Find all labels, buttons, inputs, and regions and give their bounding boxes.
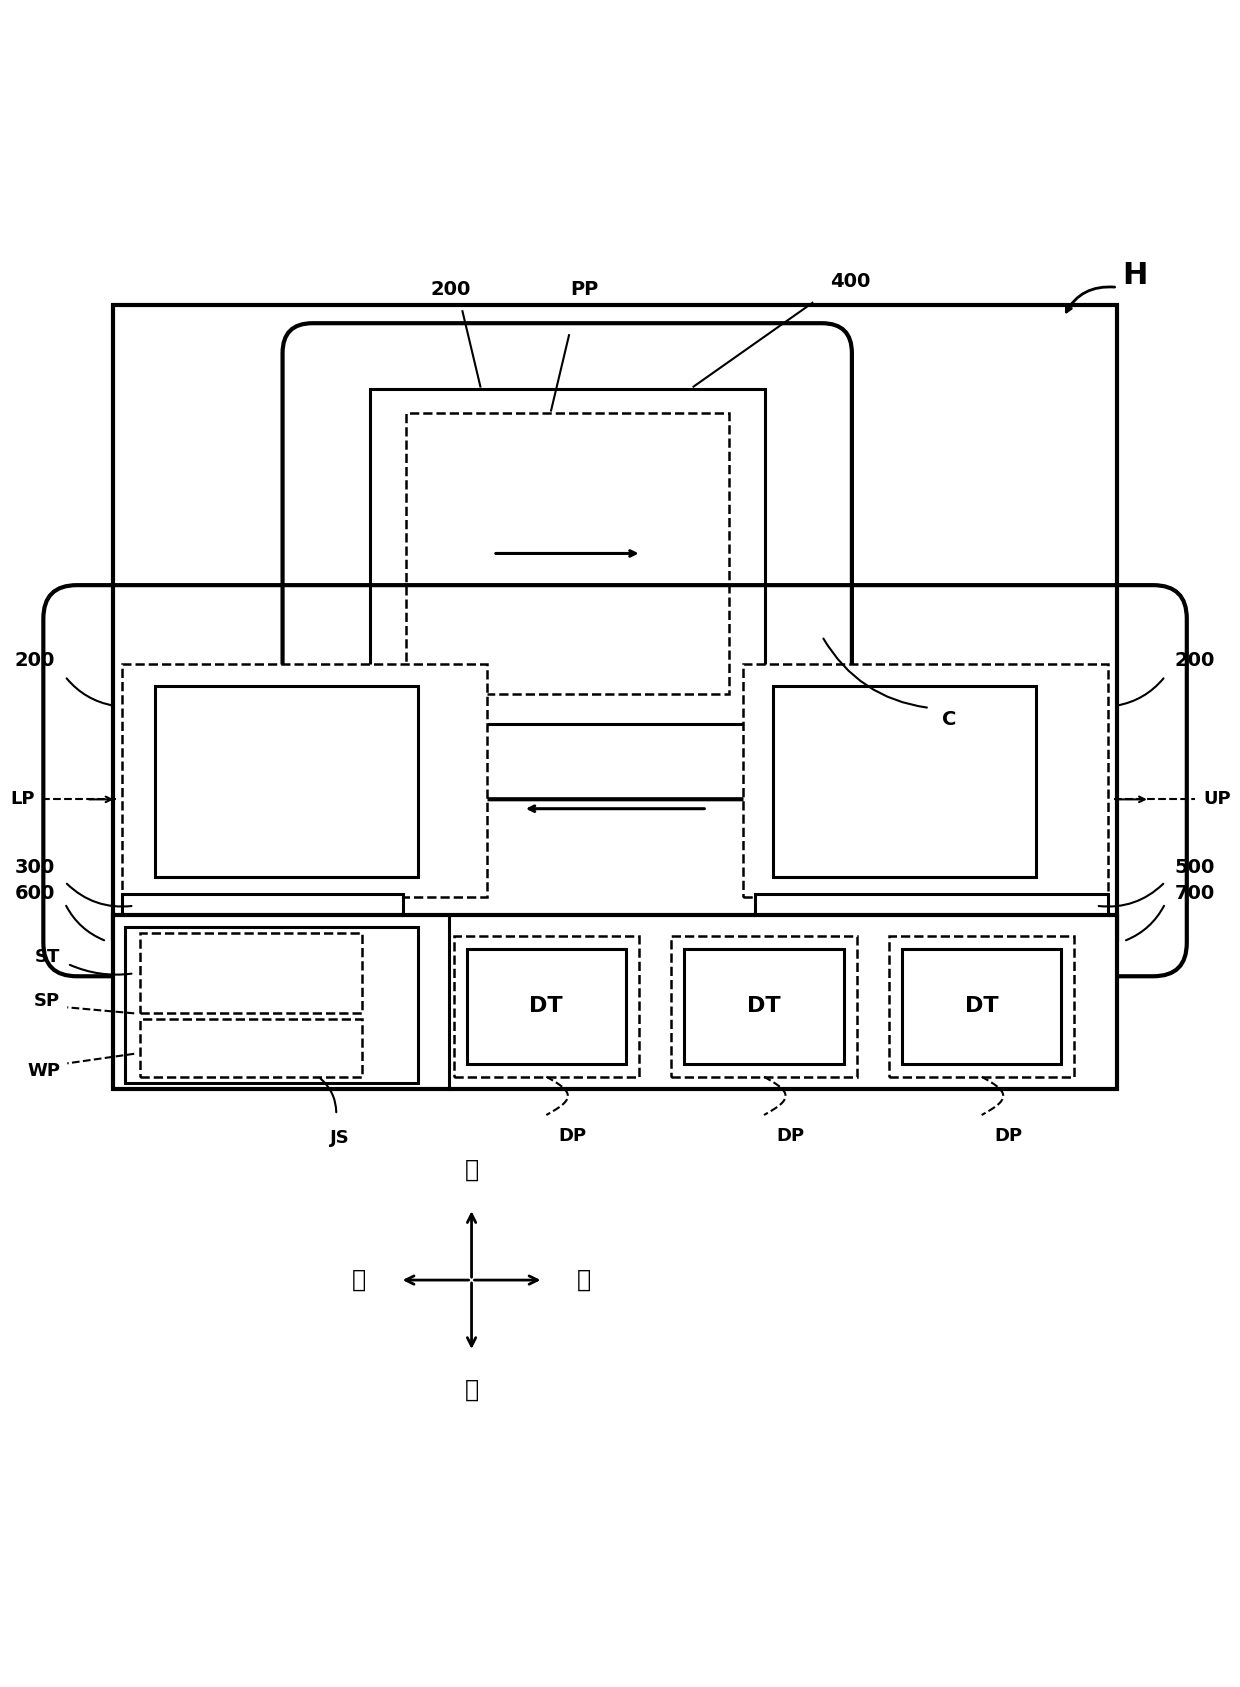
Text: LP: LP	[10, 791, 35, 808]
Bar	[454, 936, 639, 1076]
Text: DP: DP	[994, 1127, 1022, 1145]
Bar	[903, 948, 1061, 1063]
Bar	[140, 933, 362, 1014]
Bar	[123, 665, 487, 897]
Text: DP: DP	[776, 1127, 805, 1145]
Bar	[113, 916, 1117, 1088]
Text: JS: JS	[330, 1129, 350, 1147]
Bar	[743, 665, 1107, 897]
Text: DP: DP	[558, 1127, 587, 1145]
Text: 后: 后	[465, 1378, 479, 1402]
Bar	[370, 390, 765, 724]
Text: 200: 200	[1174, 651, 1215, 670]
Text: 600: 600	[15, 884, 56, 903]
Bar	[155, 685, 418, 877]
Text: 300: 300	[15, 859, 56, 877]
Text: ST: ST	[35, 948, 60, 965]
Bar	[140, 1019, 362, 1076]
Bar	[755, 894, 1107, 918]
Text: DT: DT	[529, 995, 563, 1016]
Text: DT: DT	[965, 995, 998, 1016]
Bar	[405, 413, 729, 693]
Text: 200: 200	[15, 651, 56, 670]
Bar	[889, 936, 1074, 1076]
Text: DT: DT	[748, 995, 781, 1016]
Bar	[466, 948, 626, 1063]
Bar	[684, 948, 843, 1063]
Text: C: C	[941, 710, 956, 729]
Text: 500: 500	[1174, 859, 1215, 877]
Bar	[125, 928, 418, 1083]
Text: 200: 200	[430, 280, 471, 299]
Text: 右: 右	[352, 1269, 366, 1292]
Bar	[113, 305, 1117, 940]
Text: 左: 左	[577, 1269, 591, 1292]
Text: SP: SP	[33, 992, 60, 1011]
Text: H: H	[1122, 261, 1148, 290]
Bar	[671, 936, 857, 1076]
Text: PP: PP	[570, 280, 599, 299]
Text: UP: UP	[1204, 791, 1231, 808]
Text: 前: 前	[465, 1157, 479, 1183]
Bar	[773, 685, 1037, 877]
Text: 700: 700	[1174, 884, 1215, 903]
Text: WP: WP	[27, 1061, 60, 1080]
Text: 400: 400	[831, 272, 870, 290]
Bar	[123, 894, 403, 918]
